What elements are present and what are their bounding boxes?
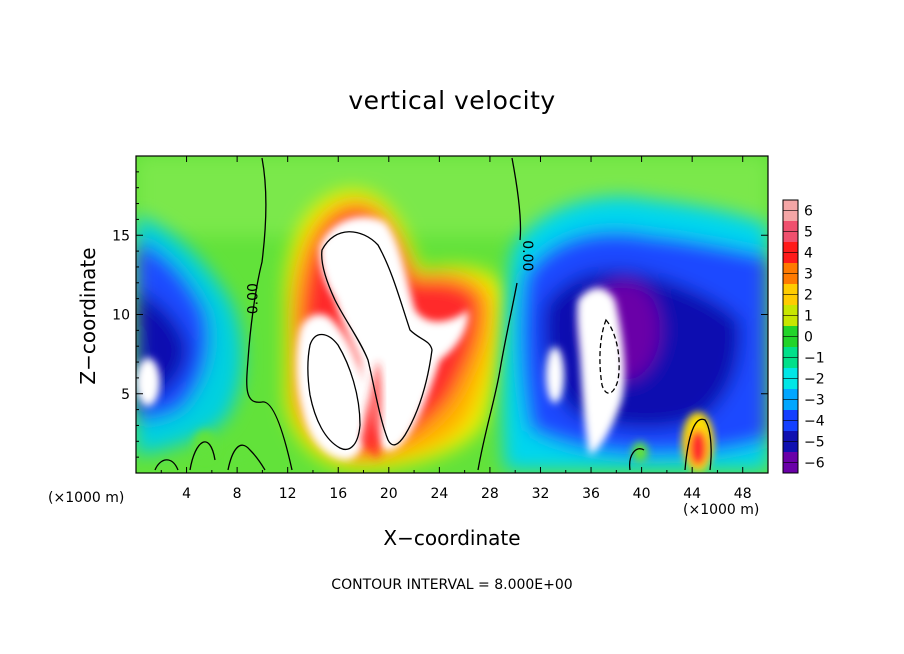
velocity-field	[136, 156, 768, 473]
x-unit-left: (×1000 m)	[48, 490, 125, 506]
x-tick-label: 48	[734, 486, 752, 502]
colorbar-label: −2	[804, 372, 825, 388]
x-tick-label: 44	[683, 486, 701, 502]
contour-lines	[154, 157, 712, 471]
central-white-cores	[296, 216, 469, 460]
colorbar-label: 2	[804, 288, 813, 304]
right-downdraft-region	[502, 197, 768, 470]
small-updraft-bubble	[682, 412, 714, 472]
x-axis-label: X−coordinate	[383, 526, 521, 550]
bottom-patches	[193, 430, 648, 470]
x-tick-label: 16	[329, 486, 347, 502]
y-tick-label: 5	[121, 387, 130, 403]
y-axis: 5 10 15	[112, 171, 768, 458]
colorbar-label: −1	[804, 351, 825, 367]
y-axis-label: Z−coordinate	[76, 247, 100, 385]
x-tick-label: 40	[633, 486, 651, 502]
colorbar-label: 6	[804, 204, 813, 220]
colorbar-label: 1	[804, 309, 813, 325]
x-tick-label: 20	[380, 486, 398, 502]
colorbar-label: 3	[804, 267, 813, 283]
x-tick-label: 8	[233, 486, 242, 502]
colorbar-label: 0	[804, 330, 813, 346]
contour-interval-note: CONTOUR INTERVAL = 8.000E+00	[331, 577, 573, 593]
colorbar-label: 5	[804, 225, 813, 241]
left-white-core	[136, 358, 160, 406]
colorbar-label: 4	[804, 246, 813, 262]
contour-label: 0.00	[245, 283, 261, 314]
colorbar: 6 5 4 3 2 1 0 −1 −2 −3 −4 −5 −6	[782, 199, 825, 474]
contour-labels: 0.00 0.00	[245, 240, 534, 314]
colorbar-label: −5	[804, 435, 825, 451]
x-tick-label: 32	[532, 486, 550, 502]
y-tick-label: 15	[112, 228, 130, 244]
y-tick-label: 10	[112, 308, 130, 324]
x-tick-label: 4	[182, 486, 191, 502]
chart-title: vertical velocity	[348, 86, 556, 115]
x-tick-label: 36	[582, 486, 600, 502]
x-tick-label: 28	[481, 486, 499, 502]
x-tick-label: 24	[430, 486, 448, 502]
colorbar-label: −3	[804, 393, 825, 409]
x-unit-right: (×1000 m)	[683, 502, 760, 518]
x-tick-label: 12	[279, 486, 297, 502]
x-axis: 4 8 12 16 20 24 28 32 36 40 44 48	[160, 156, 752, 502]
colorbar-label: −4	[804, 414, 825, 430]
colorbar-label: −6	[804, 456, 825, 472]
contour-label: 0.00	[519, 240, 535, 271]
